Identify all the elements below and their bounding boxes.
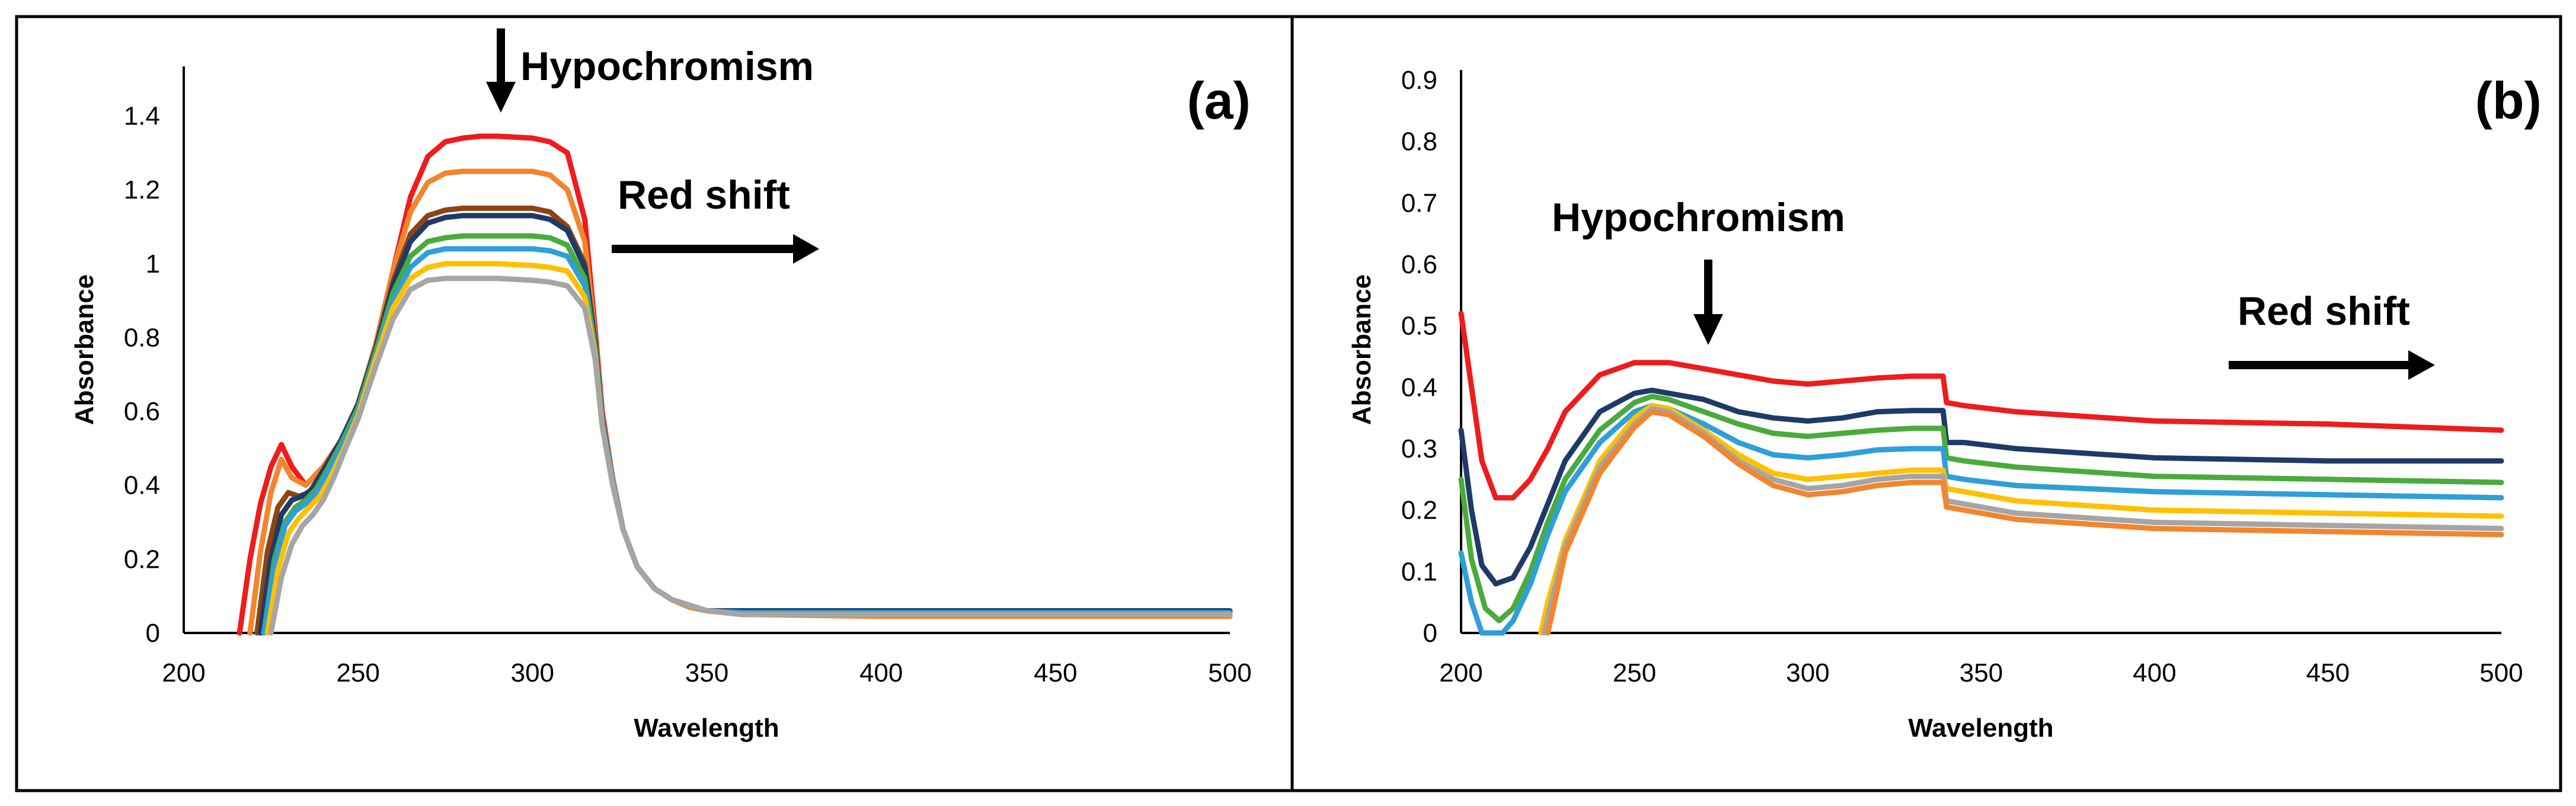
- panel-b-y-tick-label: 0.2: [1401, 496, 1437, 525]
- panel-a-red-shift-label: Red shift: [618, 172, 790, 218]
- panel-a-frame: [15, 15, 1294, 792]
- panel-b-y-tick-label: 0.6: [1401, 250, 1437, 279]
- panel-a-x-tick-label: 500: [1208, 658, 1251, 687]
- panel-b-x-tick-label: 200: [1439, 658, 1482, 687]
- panel-b-y-tick-label: 0.3: [1401, 434, 1437, 463]
- panel-b-x-tick-label: 300: [1786, 658, 1829, 687]
- panel-b-series-line-s1: [1458, 311, 2504, 501]
- panel-a-y-tick-label: 1: [146, 250, 160, 279]
- panel-b-y-tick-label: 0.4: [1401, 373, 1437, 402]
- panel-b-x-tick-label: 400: [2133, 658, 2176, 687]
- panel-b-y-tick-label: 0.1: [1401, 557, 1437, 586]
- panel-a-x-ticks: 200 250 300 350 400 450 500: [162, 658, 1251, 687]
- panel-a-chart: 200 250 300 350 400 450 500 0 0.2 0.4 0.6 0.8 1 1.2 1…: [70, 28, 1252, 743]
- panel-a-y-label: Absorbance: [70, 274, 99, 425]
- panel-a-series-line-s8: [268, 276, 1233, 636]
- panel-b-x-tick-label: 250: [1613, 658, 1656, 687]
- panel-b-series-line-s5: [1538, 402, 2504, 636]
- panel-b-red-shift-label: Red shift: [2238, 289, 2410, 334]
- panel-a-y-tick-label: 0: [146, 619, 160, 648]
- panel-b-series-line-s2: [1458, 388, 2504, 587]
- panel-b-chart: 200 250 300 350 400 450 500 0 0.1 0.2 0.3 0.4 0.5 0.…: [1347, 66, 2542, 743]
- panel-b-series: [1458, 311, 2504, 636]
- panel-a-series: [236, 133, 1233, 636]
- panel-b-y-tick-label: 0.9: [1401, 66, 1437, 95]
- panel-b-series-line-s3: [1458, 394, 2504, 623]
- panel-a-y-tick-label: 0.4: [124, 471, 160, 500]
- panel-a-y-tick-label: 0.8: [124, 323, 160, 352]
- panel-b-hypochromism-label: Hypochromism: [1552, 195, 1845, 240]
- panel-a-y-tick-label: 1.4: [124, 102, 160, 131]
- panel-a-y-tick-label: 0.6: [124, 397, 160, 426]
- panel-a-x-label: Wavelength: [634, 714, 779, 743]
- panel-b-x-label: Wavelength: [1908, 714, 2053, 743]
- panel-b-down-arrow-icon: [1693, 260, 1723, 345]
- panel-a-hypochromism-label: Hypochromism: [520, 44, 814, 89]
- panel-b-x-tick-label: 350: [1960, 658, 2003, 687]
- panel-b-series-line-s4: [1458, 402, 2504, 636]
- panel-a-x-tick-label: 250: [336, 658, 379, 687]
- panel-b-y-tick-label: 0.5: [1401, 312, 1437, 341]
- panel-a-x-tick-label: 300: [511, 658, 554, 687]
- panel-a-x-tick-label: 400: [859, 658, 903, 687]
- panel-a-down-arrow-icon: [486, 28, 516, 113]
- panel-a-right-arrow-icon: [612, 234, 819, 264]
- panel-b-y-tick-label: 0.7: [1401, 188, 1437, 218]
- panel-b-y-tick-label: 0.8: [1401, 127, 1437, 156]
- panel-b-right-arrow-icon: [2229, 350, 2435, 380]
- panel-a-x-tick-label: 350: [685, 658, 728, 687]
- panel-a-x-tick-label: 450: [1034, 658, 1077, 687]
- panel-b-series-line-s6: [1541, 406, 2504, 636]
- panel-b-y-tick-label: 0: [1423, 619, 1437, 648]
- panel-b-y-label: Absorbance: [1347, 274, 1376, 425]
- panel-b-x-tick-label: 500: [2479, 658, 2523, 687]
- panel-a-y-tick-label: 1.2: [124, 175, 160, 204]
- panel-a-y-tick-label: 0.2: [124, 545, 160, 574]
- panel-b-label: (b): [2475, 71, 2542, 130]
- panel-a-label: (a): [1187, 71, 1251, 130]
- panel-b-y-ticks: 0 0.1 0.2 0.3 0.4 0.5 0.6 0.7 0.8 0.9: [1401, 66, 1437, 648]
- panel-a-y-ticks: 0 0.2 0.4 0.6 0.8 1 1.2 1.4: [124, 102, 160, 648]
- panel-a-x-tick-label: 200: [162, 658, 205, 687]
- panel-b-x-ticks: 200 250 300 350 400 450 500: [1439, 658, 2523, 687]
- panel-b-x-tick-label: 450: [2306, 658, 2350, 687]
- panel-b-frame: [1290, 15, 2562, 792]
- panel-b-series-line-s7: [1545, 409, 2504, 636]
